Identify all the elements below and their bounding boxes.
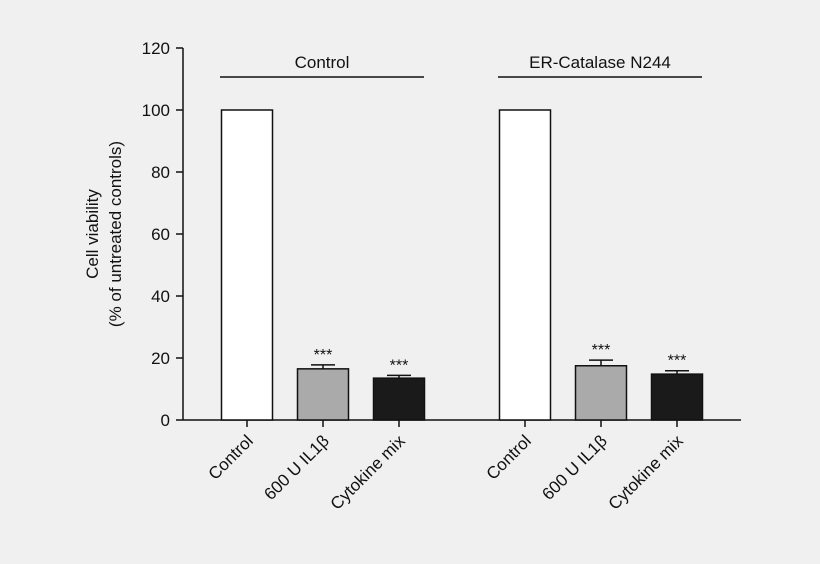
significance-label: *** xyxy=(314,347,333,364)
bar xyxy=(372,377,426,421)
y-tick-label: 80 xyxy=(151,163,170,182)
x-tick-label: 600 U IL1β xyxy=(260,431,333,504)
y-axis-label-line-2: (% of untreated controls) xyxy=(106,141,125,327)
bar xyxy=(650,373,704,421)
bar xyxy=(574,365,628,421)
y-tick-label: 40 xyxy=(151,287,170,306)
significance-label: *** xyxy=(668,353,687,370)
x-tick-label: Control xyxy=(205,431,257,483)
y-tick-label: 120 xyxy=(142,39,170,58)
y-tick-label: 60 xyxy=(151,225,170,244)
bar xyxy=(296,368,350,421)
group-headers: Control ER-Catalase N244 xyxy=(220,53,702,78)
bar xyxy=(220,109,274,421)
x-tick-label: Cytokine mix xyxy=(605,431,688,514)
y-tick-label: 20 xyxy=(151,349,170,368)
group-header-label: ER-Catalase N244 xyxy=(529,53,671,72)
x-tick-label: Cytokine mix xyxy=(327,431,410,514)
significance-label: *** xyxy=(592,342,611,359)
bar xyxy=(498,109,552,421)
x-tick-label: 600 U IL1β xyxy=(538,431,611,504)
significance-label: *** xyxy=(390,357,409,374)
y-axis-label-line-1: Cell viability xyxy=(83,189,102,279)
y-tick-label: 0 xyxy=(161,411,170,430)
y-axis-label: Cell viability (% of untreated controls) xyxy=(83,141,125,327)
group-header-label: Control xyxy=(295,53,350,72)
bars: *** *** *** *** xyxy=(220,109,704,421)
y-ticks: 0 20 40 60 80 100 120 xyxy=(142,39,183,430)
x-tick-label: Control xyxy=(483,431,535,483)
y-tick-label: 100 xyxy=(142,101,170,120)
